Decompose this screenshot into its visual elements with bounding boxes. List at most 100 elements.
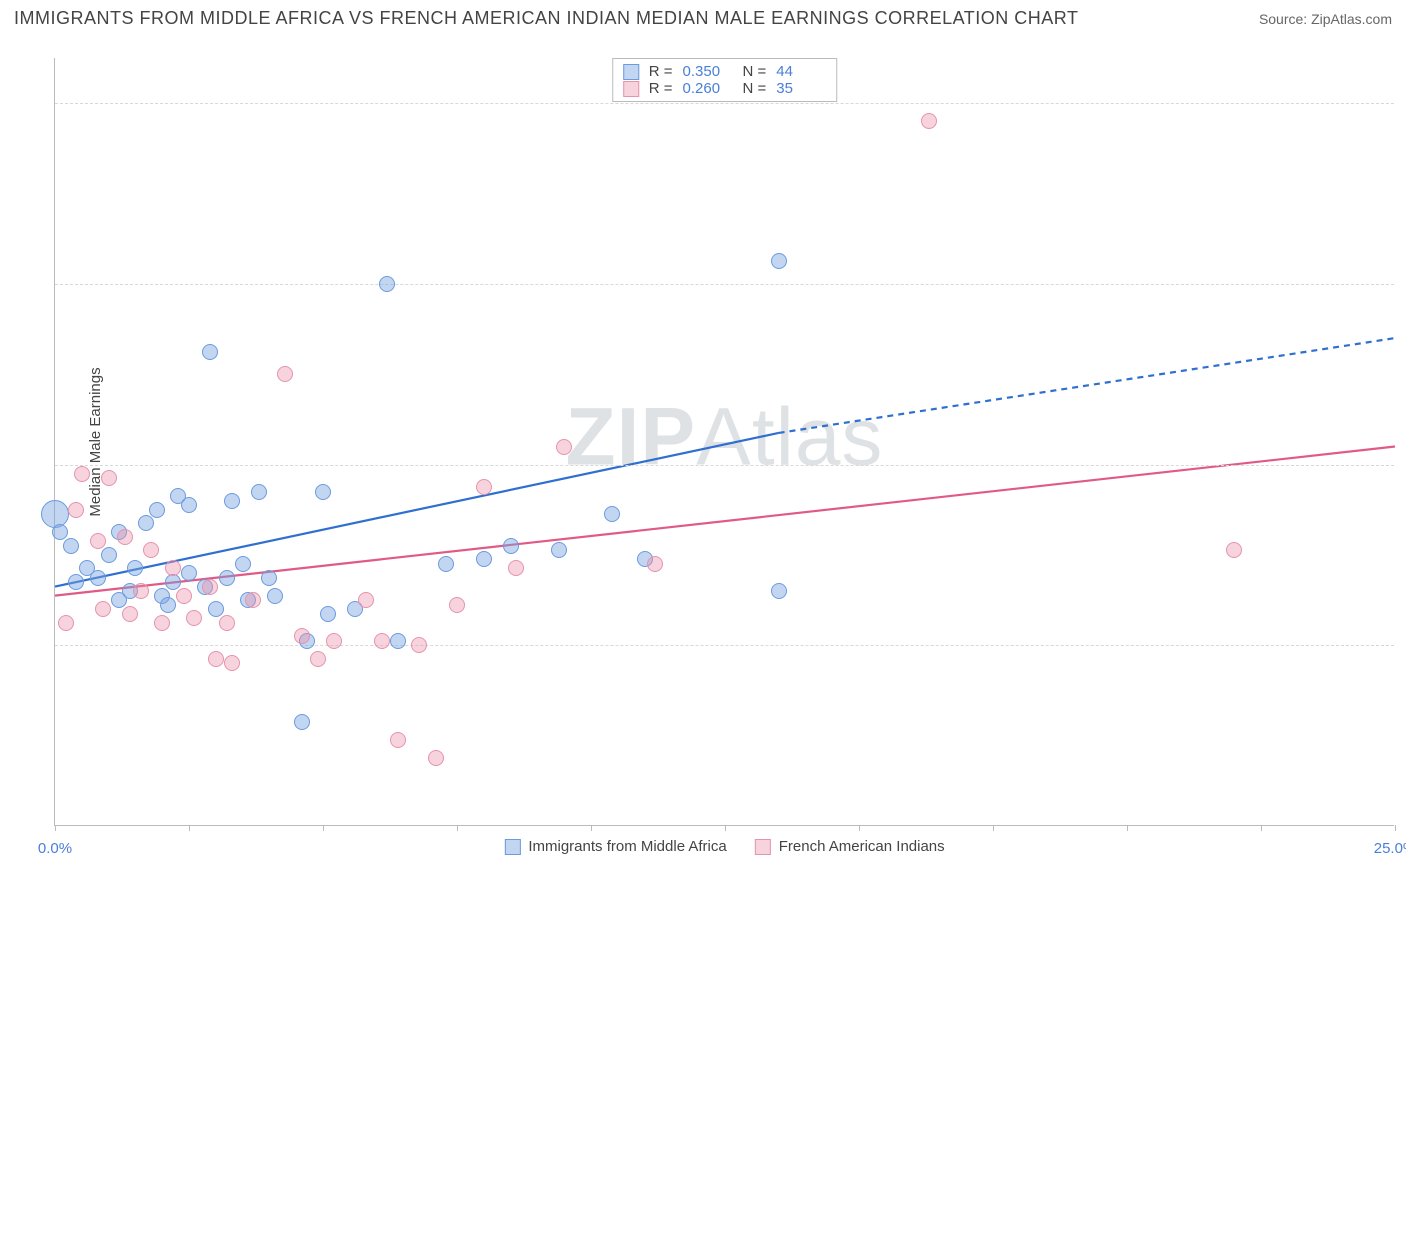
data-point (428, 750, 444, 766)
data-point (90, 533, 106, 549)
data-point (921, 113, 937, 129)
x-tick (457, 825, 458, 831)
data-point (771, 253, 787, 269)
data-point (127, 560, 143, 576)
data-point (267, 588, 283, 604)
legend-stat-label: N = (743, 63, 767, 80)
data-point (63, 538, 79, 554)
x-tick (1127, 825, 1128, 831)
data-point (219, 570, 235, 586)
legend-swatch (623, 64, 639, 80)
gridline: $80,000 (55, 284, 1394, 285)
data-point (245, 592, 261, 608)
legend-row: R =0.260N =35 (623, 80, 827, 97)
data-point (1226, 542, 1242, 558)
data-point (251, 484, 267, 500)
data-point (68, 574, 84, 590)
data-point (52, 524, 68, 540)
data-point (58, 615, 74, 631)
data-point (320, 606, 336, 622)
data-point (208, 601, 224, 617)
x-tick (323, 825, 324, 831)
x-tick (189, 825, 190, 831)
data-point (68, 502, 84, 518)
series-legend: Immigrants from Middle Africa French Amer… (504, 838, 944, 855)
data-point (101, 547, 117, 563)
gridline: $40,000 (55, 645, 1394, 646)
legend-n-value: 44 (776, 63, 826, 80)
source-link[interactable]: ZipAtlas.com (1311, 11, 1392, 27)
y-tick-label: $60,000 (1398, 864, 1406, 881)
data-point (326, 633, 342, 649)
data-point (154, 615, 170, 631)
correlation-legend: R = 0.350 N = 44R = 0.260 N = 35 (612, 58, 838, 102)
data-point (261, 570, 277, 586)
x-tick-label: 0.0% (38, 840, 72, 857)
legend-row: R = 0.350 N = 44 (623, 63, 827, 80)
data-point (551, 542, 567, 558)
scatter-plot: Median Male Earnings ZIPAtlas R =0.350N … (54, 58, 1394, 826)
legend-swatch (623, 81, 639, 97)
source-attribution: Source: ZipAtlas.com (1259, 11, 1392, 27)
data-point (224, 655, 240, 671)
source-prefix: Source: (1259, 11, 1311, 27)
legend-r-value: 0.260 (683, 80, 733, 97)
x-tick (725, 825, 726, 831)
data-point (41, 500, 69, 528)
data-point (149, 502, 165, 518)
legend-stat-label: R = (649, 80, 673, 97)
legend-series-name: Immigrants from Middle Africa (528, 838, 726, 855)
data-point (181, 497, 197, 513)
data-point (224, 493, 240, 509)
gridline: $60,000 (55, 465, 1394, 466)
data-point (133, 583, 149, 599)
data-point (449, 597, 465, 613)
trend-lines-layer (55, 58, 1394, 825)
data-point (138, 515, 154, 531)
data-point (208, 651, 224, 667)
data-point (604, 506, 620, 522)
x-tick (993, 825, 994, 831)
legend-n-value: 35 (776, 80, 826, 97)
data-point (310, 651, 326, 667)
data-point (74, 466, 90, 482)
trend-line (55, 447, 1395, 596)
x-tick (1261, 825, 1262, 831)
legend-swatch (504, 839, 520, 855)
data-point (165, 560, 181, 576)
y-tick-label: $40,000 (1398, 1225, 1406, 1242)
data-point (315, 484, 331, 500)
x-tick (591, 825, 592, 831)
data-point (143, 542, 159, 558)
data-point (411, 637, 427, 653)
legend-r-value: 0.350 (683, 63, 733, 80)
data-point (277, 366, 293, 382)
legend-swatch (755, 839, 771, 855)
data-point (90, 570, 106, 586)
data-point (186, 610, 202, 626)
chart-title: IMMIGRANTS FROM MIDDLE AFRICA VS FRENCH … (14, 8, 1078, 29)
data-point (476, 479, 492, 495)
data-point (390, 732, 406, 748)
x-tick-label: 25.0% (1374, 840, 1406, 857)
legend-stat-label: R = (649, 63, 673, 80)
x-tick (55, 825, 56, 831)
data-point (556, 439, 572, 455)
data-point (647, 556, 663, 572)
data-point (160, 597, 176, 613)
y-tick-label: $100,000 (1398, 141, 1406, 158)
data-point (508, 560, 524, 576)
data-point (476, 551, 492, 567)
y-tick-label: $80,000 (1398, 502, 1406, 519)
x-tick (859, 825, 860, 831)
legend-item: French American Indians (755, 838, 945, 855)
legend-series-name: French American Indians (779, 838, 945, 855)
x-tick (1395, 825, 1396, 831)
data-point (771, 583, 787, 599)
data-point (117, 529, 133, 545)
data-point (438, 556, 454, 572)
data-point (390, 633, 406, 649)
data-point (101, 470, 117, 486)
data-point (294, 628, 310, 644)
gridline: $100,000 (55, 103, 1394, 104)
